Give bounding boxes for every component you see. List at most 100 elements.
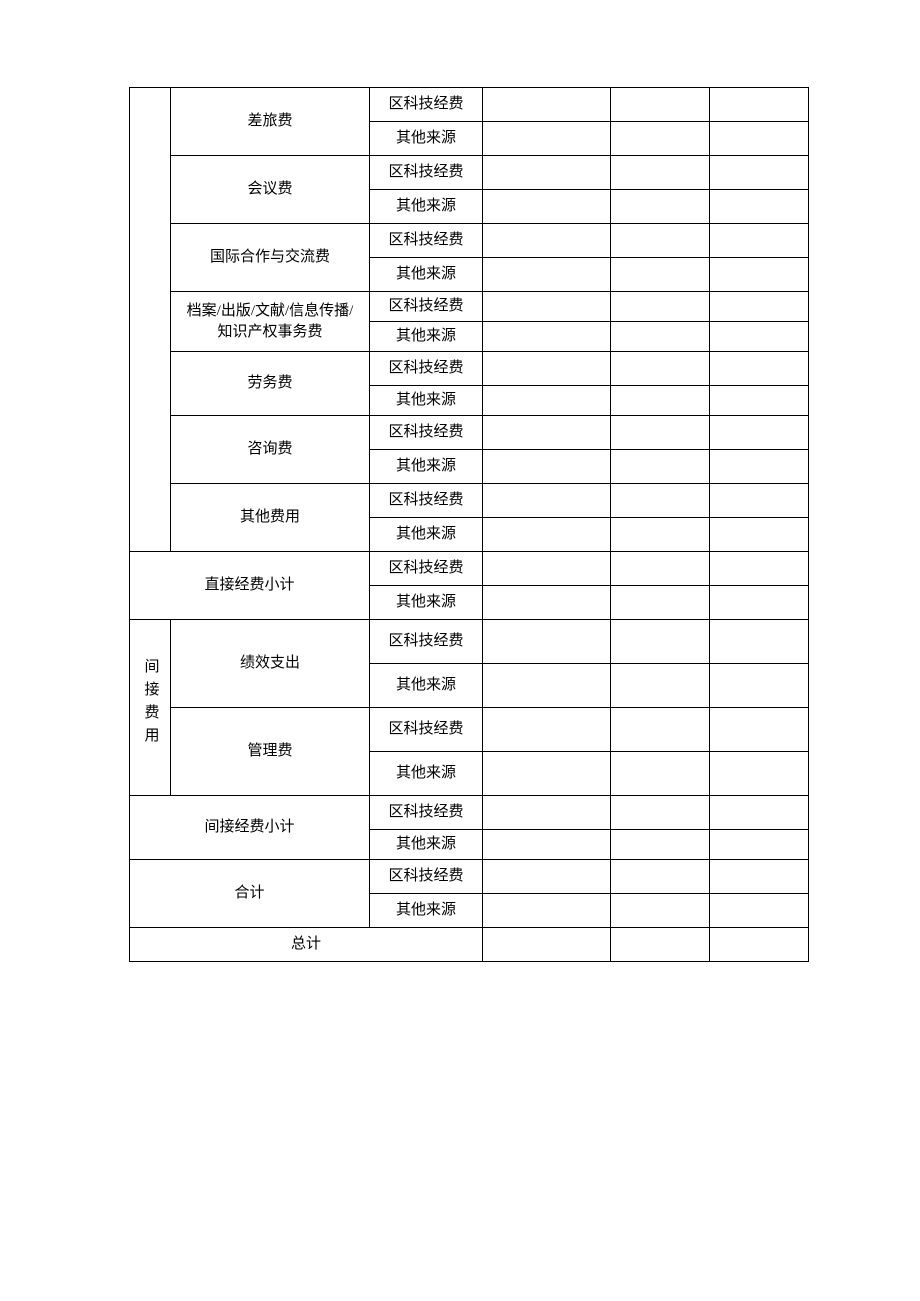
row-direct-subtotal: 直接经费小计	[130, 552, 370, 620]
cell	[710, 796, 809, 830]
cell	[710, 830, 809, 860]
cell	[483, 322, 611, 352]
cell	[483, 796, 611, 830]
source-label: 其他来源	[370, 122, 483, 156]
source-label: 其他来源	[370, 322, 483, 352]
cell	[483, 352, 611, 386]
row-other: 其他费用	[171, 484, 370, 552]
cell	[611, 416, 710, 450]
category-direct-continued	[130, 88, 171, 552]
cell	[611, 292, 710, 322]
cell	[710, 664, 809, 708]
cell	[710, 894, 809, 928]
cell	[611, 586, 710, 620]
cell	[710, 752, 809, 796]
cell	[611, 664, 710, 708]
cell	[710, 928, 809, 962]
budget-table: 差旅费 区科技经费 其他来源 会议费 区科技经费 其他来源 国际合作与交流费 区…	[129, 87, 809, 962]
cell	[611, 752, 710, 796]
category-indirect: 间接费用	[130, 620, 171, 796]
cell	[611, 156, 710, 190]
cell	[483, 450, 611, 484]
cell	[611, 352, 710, 386]
row-consult: 咨询费	[171, 416, 370, 484]
cell	[483, 752, 611, 796]
cell	[611, 708, 710, 752]
cell	[710, 352, 809, 386]
cell	[611, 224, 710, 258]
row-performance: 绩效支出	[171, 620, 370, 708]
source-label: 区科技经费	[370, 620, 483, 664]
row-meeting: 会议费	[171, 156, 370, 224]
cell	[611, 796, 710, 830]
cell	[483, 386, 611, 416]
cell	[483, 664, 611, 708]
cell	[710, 386, 809, 416]
cell	[483, 258, 611, 292]
source-label: 其他来源	[370, 190, 483, 224]
cell	[710, 450, 809, 484]
cell	[710, 258, 809, 292]
cell	[710, 190, 809, 224]
cell	[611, 322, 710, 352]
cell	[611, 88, 710, 122]
source-label: 其他来源	[370, 386, 483, 416]
row-archive-line1: 档案/出版/文献/信息传播/	[187, 303, 354, 319]
cell	[611, 450, 710, 484]
cell	[611, 552, 710, 586]
row-intl: 国际合作与交流费	[171, 224, 370, 292]
row-indirect-subtotal: 间接经费小计	[130, 796, 370, 860]
cell	[710, 156, 809, 190]
cell	[483, 224, 611, 258]
cell	[710, 620, 809, 664]
cell	[710, 224, 809, 258]
cell	[483, 122, 611, 156]
cell	[483, 88, 611, 122]
cell	[710, 484, 809, 518]
cell	[710, 518, 809, 552]
row-travel: 差旅费	[171, 88, 370, 156]
category-indirect-label: 间接费用	[140, 658, 161, 750]
cell	[710, 586, 809, 620]
source-label: 区科技经费	[370, 88, 483, 122]
source-label: 区科技经费	[370, 484, 483, 518]
cell	[483, 190, 611, 224]
source-label: 区科技经费	[370, 796, 483, 830]
source-label: 区科技经费	[370, 708, 483, 752]
row-archive: 档案/出版/文献/信息传播/知识产权事务费	[171, 292, 370, 352]
cell	[710, 708, 809, 752]
cell	[611, 386, 710, 416]
cell	[483, 586, 611, 620]
row-archive-line2: 知识产权事务费	[217, 324, 322, 340]
source-label: 其他来源	[370, 450, 483, 484]
source-label: 区科技经费	[370, 860, 483, 894]
source-label: 区科技经费	[370, 416, 483, 450]
cell	[710, 122, 809, 156]
row-total: 合计	[130, 860, 370, 928]
source-label: 区科技经费	[370, 552, 483, 586]
source-label: 其他来源	[370, 894, 483, 928]
source-label: 其他来源	[370, 830, 483, 860]
cell	[483, 484, 611, 518]
cell	[611, 122, 710, 156]
cell	[710, 416, 809, 450]
cell	[611, 518, 710, 552]
cell	[483, 156, 611, 190]
cell	[611, 190, 710, 224]
cell	[710, 552, 809, 586]
cell	[483, 928, 611, 962]
cell	[483, 292, 611, 322]
cell	[710, 88, 809, 122]
cell	[483, 830, 611, 860]
cell	[611, 830, 710, 860]
source-label: 其他来源	[370, 258, 483, 292]
cell	[483, 416, 611, 450]
cell	[611, 860, 710, 894]
cell	[710, 860, 809, 894]
cell	[483, 620, 611, 664]
row-labor: 劳务费	[171, 352, 370, 416]
cell	[611, 620, 710, 664]
cell	[710, 322, 809, 352]
cell	[483, 708, 611, 752]
cell	[611, 258, 710, 292]
